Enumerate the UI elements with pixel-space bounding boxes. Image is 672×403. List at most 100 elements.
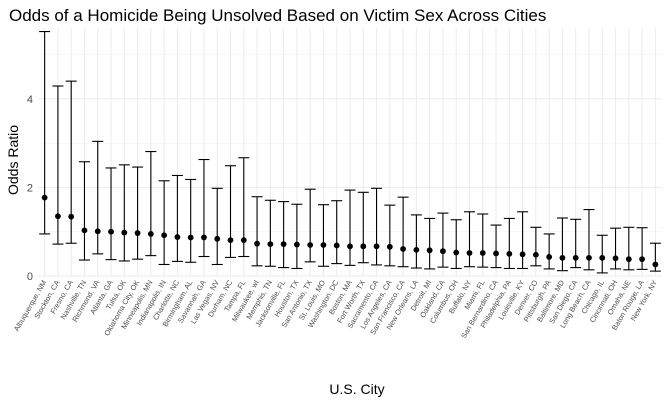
odds-ratio-point (413, 246, 420, 253)
odds-ratio-point (240, 237, 247, 244)
odds-ratio-point (572, 254, 579, 261)
odds-ratio-point (280, 241, 287, 248)
odds-ratio-point (55, 213, 61, 220)
odds-ratio-point (134, 230, 141, 236)
odds-ratio-point (625, 256, 632, 263)
city-mark (278, 201, 290, 269)
odds-ratio-point (639, 256, 645, 263)
city-mark (331, 200, 343, 265)
city-mark (543, 233, 555, 270)
odds-ratio-point (201, 234, 207, 241)
city-mark (530, 226, 542, 267)
odds-ratio-point (227, 237, 234, 244)
city-mark (65, 80, 77, 244)
odds-ratio-point (307, 242, 314, 248)
city-mark (410, 214, 422, 269)
city-mark (132, 166, 144, 260)
city-mark (477, 213, 489, 268)
odds-ratio-point (41, 194, 48, 201)
city-mark (583, 209, 595, 271)
y-axis-ticks: 0 2 4 (27, 94, 33, 283)
city-mark (450, 219, 462, 270)
city-mark (92, 140, 104, 255)
odds-ratio-point (174, 234, 181, 240)
odds-ratio-point (81, 227, 88, 234)
city-mark (517, 211, 529, 270)
chart-marks (39, 30, 661, 274)
city-mark (198, 158, 210, 258)
odds-ratio-point (599, 254, 606, 261)
y-axis-title: Odds Ratio (5, 125, 21, 195)
odds-ratio-point (94, 228, 101, 235)
city-mark (503, 217, 515, 270)
city-mark (158, 180, 170, 266)
city-mark (145, 151, 157, 257)
odds-ratio-point (466, 250, 473, 256)
odds-ratio-point (652, 261, 659, 268)
odds-ratio-point (254, 240, 260, 247)
city-mark (437, 212, 449, 268)
odds-ratio-point (493, 250, 499, 257)
city-mark (317, 204, 329, 267)
city-mark (238, 157, 250, 258)
odds-ratio-point (347, 243, 353, 250)
chart-title: Odds of a Homicide Being Unsolved Based … (9, 6, 546, 25)
odds-ratio-point (214, 235, 221, 242)
odds-ratio-point (121, 229, 128, 236)
odds-ratio-point (612, 255, 619, 262)
city-mark (623, 226, 635, 271)
city-mark (357, 191, 369, 264)
city-mark (251, 196, 263, 267)
city-mark (556, 217, 568, 272)
city-mark (649, 242, 661, 272)
x-axis-title: U.S. City (329, 381, 384, 397)
city-mark (211, 187, 223, 266)
odds-ratio-point (161, 232, 168, 239)
city-mark (397, 196, 409, 268)
city-mark (596, 234, 608, 274)
odds-ratio-point (479, 250, 486, 256)
city-mark (264, 199, 276, 267)
city-mark (371, 187, 383, 266)
city-mark (610, 227, 622, 270)
odds-ratio-point (506, 250, 513, 257)
odds-ratio-point (187, 234, 194, 241)
city-mark (344, 189, 356, 266)
odds-ratio-point (333, 242, 340, 249)
city-mark (463, 211, 475, 268)
odds-ratio-point (559, 254, 566, 261)
odds-ratio-point (147, 231, 154, 237)
odds-ratio-point (519, 251, 526, 258)
city-mark (185, 178, 197, 263)
city-mark (39, 30, 51, 235)
odds-ratio-point (546, 254, 553, 260)
odds-ratio-point (440, 248, 446, 255)
y-tick-label: 0 (27, 271, 33, 283)
odds-ratio-point (586, 254, 592, 261)
city-mark (384, 204, 396, 267)
odds-ratio-point (386, 243, 393, 250)
city-mark (105, 167, 117, 261)
y-tick-label: 2 (27, 182, 33, 194)
city-mark (636, 227, 648, 270)
odds-ratio-point (532, 251, 539, 258)
city-mark (304, 188, 316, 263)
city-mark (118, 164, 130, 262)
y-tick-label: 4 (27, 94, 33, 106)
odds-ratio-point (426, 247, 433, 254)
city-mark (52, 85, 64, 245)
odds-ratio-point (400, 246, 407, 252)
odds-ratio-point (267, 241, 274, 248)
odds-ratio-point (293, 241, 300, 248)
city-mark (291, 203, 303, 270)
city-mark (171, 174, 183, 262)
odds-ratio-point (373, 243, 380, 250)
city-mark (78, 161, 90, 261)
odds-ratio-point (320, 242, 327, 248)
city-mark (225, 165, 237, 258)
odds-ratio-point (68, 213, 75, 220)
city-mark (490, 224, 502, 269)
city-mark (570, 218, 582, 269)
